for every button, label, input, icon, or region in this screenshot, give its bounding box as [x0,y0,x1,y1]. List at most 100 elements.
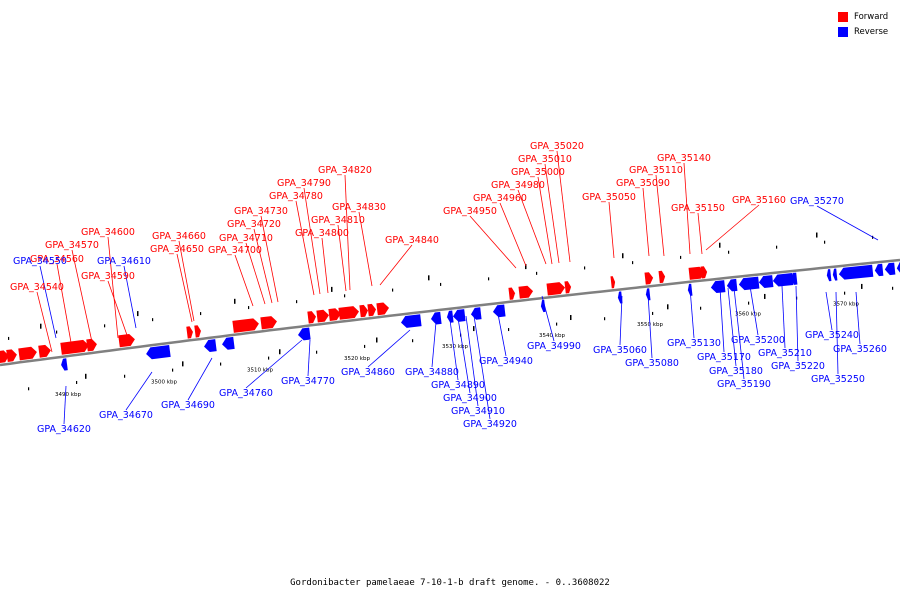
reverse-gene-label: GPA_34860 [341,367,395,378]
reverse-gene [452,309,466,322]
forward-gene-shape [6,349,17,362]
ruler-tick-major [622,253,624,259]
reverse-gene-label: GPA_35200 [731,335,785,346]
leader-line [719,287,725,353]
leader-line [727,287,737,367]
reverse-gene-label: GPA_35260 [833,344,887,355]
forward-gene-label: GPA_35010 [518,154,572,165]
forward-gene-shape [0,350,9,364]
forward-gene [260,316,277,330]
forward-gene-label: GPA_35110 [629,165,683,176]
forward-gene-label: GPA_34800 [295,228,349,239]
forward-gene-shape [610,276,616,289]
forward-gene [610,276,616,289]
leader-line [469,215,517,269]
reverse-gene-shape [222,336,235,350]
leader-line [608,201,615,259]
scale-label: 3530 kbp [442,344,468,350]
ruler-tick [152,318,154,322]
ruler-tick [844,291,846,295]
reverse-gene [298,327,311,341]
leader-line [733,287,745,380]
reverse-gene [687,283,693,296]
forward-gene-shape [86,338,97,352]
leader-line [344,174,351,291]
forward-gene-shape [118,333,135,348]
leader-line [36,291,53,353]
ruler-tick-major [182,361,184,367]
forward-gene-shape [307,311,317,324]
ruler-tick-major [279,349,281,355]
reverse-gene [401,314,422,328]
reverse-gene-shape [772,273,794,287]
leader-line [537,176,553,265]
ruler-tick [392,288,394,292]
reverse-gene-label: GPA_35240 [805,330,859,341]
forward-gene-label: GPA_35140 [657,153,711,164]
reverse-gene-label: GPA_34620 [37,424,91,435]
forward-gene-shape [546,282,566,296]
forward-gene [86,338,97,352]
reverse-gene [146,344,171,360]
leader-line [245,339,303,389]
ruler-tick [824,240,826,244]
leader-line [544,163,560,264]
forward-gene-shape [18,346,37,361]
reverse-gene-label: GPA_35220 [771,361,825,372]
ruler-tick [728,250,730,254]
genome-backbone [0,258,900,367]
reverse-gene-label: GPA_34940 [479,356,533,367]
forward-gene [307,311,317,324]
forward-gene-label: GPA_35090 [616,178,670,189]
leader-line [449,319,459,381]
reverse-gene [540,299,546,313]
forward-gene-shape [260,316,277,330]
ruler-tick [652,311,654,315]
genes [0,261,900,371]
forward-gene [60,339,89,355]
ruler-tick [296,300,298,304]
reverse-gene-shape [492,304,506,318]
leader-line [431,321,437,368]
ruler-tick [488,277,490,281]
forward-gene-shape [38,344,51,358]
reverse-gene-label: GPA_35250 [811,374,865,385]
forward-gene-label: GPA_35050 [582,192,636,203]
leader-line [689,287,695,339]
leader-line [125,371,153,411]
forward-gene-shape [338,306,359,320]
reverse-gene-label: GPA_35270 [790,196,844,207]
leader-line [619,295,623,346]
reverse-gene-shape [826,269,832,282]
forward-gene [328,308,341,322]
reverse-gene [710,280,726,294]
leader-line [497,313,507,357]
reverse-gene-label: GPA_34920 [463,419,517,430]
reverse-gene-label: GPA_35170 [697,352,751,363]
reverse-gene [838,264,874,280]
forward-gene-shape [186,326,193,339]
reverse-gene-label: GPA_34880 [405,367,459,378]
forward-gene [316,309,329,323]
reverse-gene-shape [61,358,68,371]
ruler-tick [776,245,778,249]
forward-gene-label: GPA_34720 [227,219,281,230]
forward-gene-label: GPA_34700 [208,245,262,256]
reverse-gene-label: GPA_35190 [717,379,771,390]
legend-reverse-label: Reverse [854,26,889,37]
ruler-tick-major [85,373,87,379]
ruler-tick [508,328,510,332]
forward-gene-shape [376,302,390,316]
reverse-gene-label: GPA_35210 [758,348,812,359]
leader-line [234,254,254,307]
forward-gene-label: GPA_34650 [150,244,204,255]
scale-label: 3520 kbp [344,356,370,362]
ruler-tick [344,294,346,298]
reverse-gene [430,311,442,325]
reverse-gene-label: GPA_34910 [451,406,505,417]
forward-gene-label: GPA_34540 [10,282,64,293]
leader-line [367,329,411,368]
reverse-swatch [838,26,848,37]
ruler-tick [556,322,558,326]
forward-swatch [838,11,848,22]
